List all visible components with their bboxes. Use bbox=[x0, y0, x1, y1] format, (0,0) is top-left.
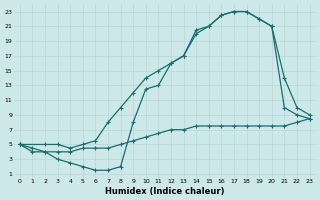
X-axis label: Humidex (Indice chaleur): Humidex (Indice chaleur) bbox=[105, 187, 224, 196]
